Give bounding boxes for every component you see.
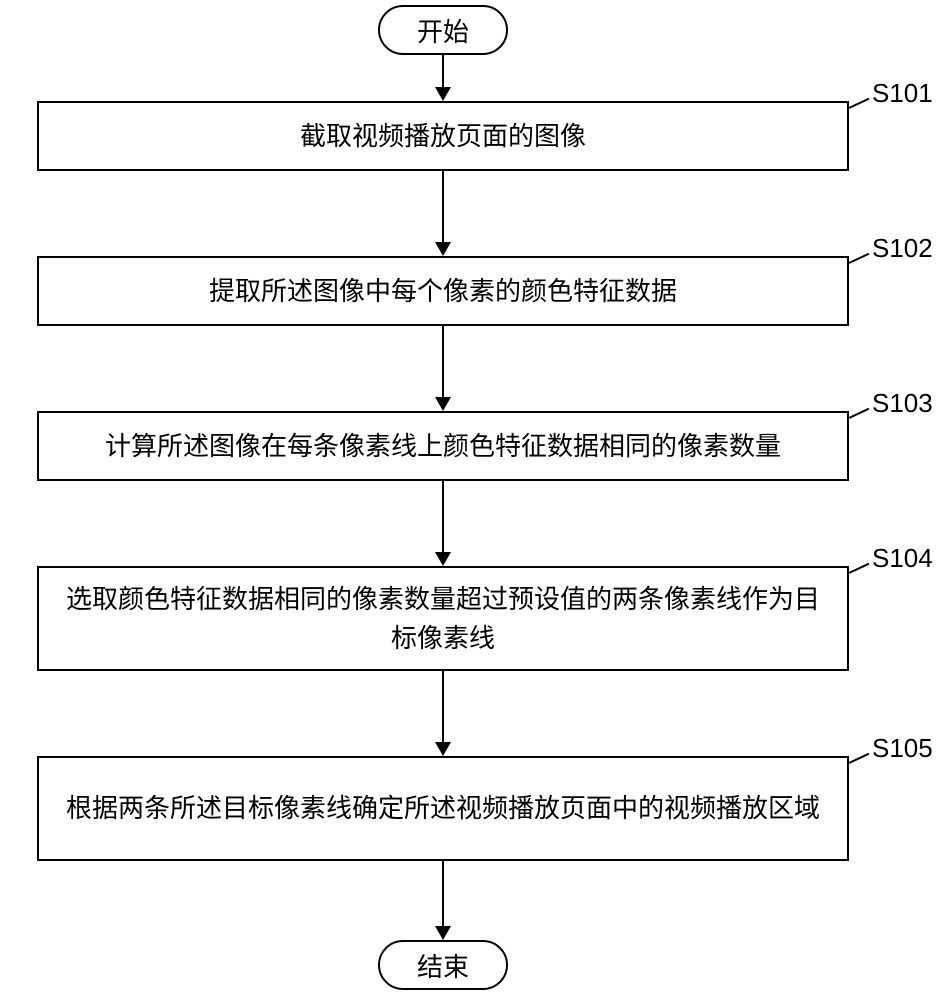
step-s102-text: 提取所述图像中每个像素的颜色特征数据 (209, 272, 677, 311)
arrow-2-head (435, 242, 451, 256)
end-terminal: 结束 (378, 940, 508, 990)
label-s105: S105 (872, 733, 933, 764)
arrow-1 (442, 55, 444, 87)
start-label: 开始 (417, 12, 469, 49)
connector-s102 (849, 253, 870, 264)
connector-s104 (849, 563, 870, 574)
step-s101-text: 截取视频播放页面的图像 (300, 117, 586, 156)
arrow-3-head (435, 397, 451, 411)
start-terminal: 开始 (378, 5, 508, 55)
step-s105: 根据两条所述目标像素线确定所述视频播放页面中的视频播放区域 (37, 756, 849, 861)
arrow-6-head (435, 926, 451, 940)
step-s102: 提取所述图像中每个像素的颜色特征数据 (37, 256, 849, 326)
step-s103-text: 计算所述图像在每条像素线上颜色特征数据相同的像素数量 (105, 427, 781, 466)
end-label: 结束 (417, 947, 469, 984)
arrow-3 (442, 326, 444, 397)
step-s104-text: 选取颜色特征数据相同的像素数量超过预设值的两条像素线作为目标像素线 (59, 580, 827, 658)
connector-s105 (849, 753, 870, 764)
connector-s103 (849, 408, 870, 419)
arrow-4 (442, 481, 444, 552)
step-s103: 计算所述图像在每条像素线上颜色特征数据相同的像素数量 (37, 411, 849, 481)
step-s105-text: 根据两条所述目标像素线确定所述视频播放页面中的视频播放区域 (66, 789, 820, 828)
label-s101: S101 (872, 78, 933, 109)
step-s101: 截取视频播放页面的图像 (37, 101, 849, 171)
arrow-6 (442, 861, 444, 926)
connector-s101 (849, 98, 870, 109)
arrow-2 (442, 171, 444, 242)
label-s103: S103 (872, 388, 933, 419)
arrow-5-head (435, 742, 451, 756)
step-s104: 选取颜色特征数据相同的像素数量超过预设值的两条像素线作为目标像素线 (37, 566, 849, 671)
arrow-1-head (435, 87, 451, 101)
label-s102: S102 (872, 233, 933, 264)
flowchart-container: 开始 截取视频播放页面的图像 S101 提取所述图像中每个像素的颜色特征数据 S… (0, 0, 937, 1000)
arrow-4-head (435, 552, 451, 566)
arrow-5 (442, 671, 444, 742)
label-s104: S104 (872, 543, 933, 574)
